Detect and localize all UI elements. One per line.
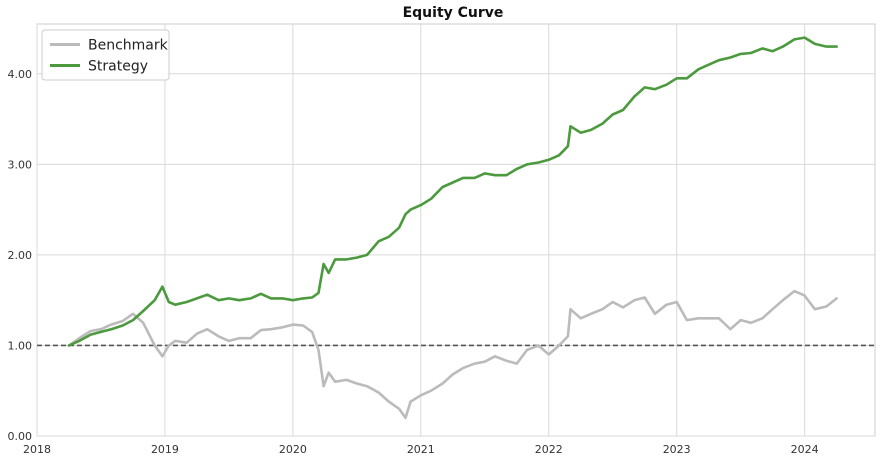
y-tick-layer: 0.00 1.00 2.00 3.00 4.00: [8, 68, 33, 443]
x-tick-label: 2019: [151, 443, 179, 456]
x-tick-layer: 2018 2019 2020 2021 2022 2023 2024: [23, 443, 819, 456]
y-tick-label: 3.00: [8, 158, 33, 171]
chart-title: Equity Curve: [403, 5, 504, 21]
legend-label-benchmark: Benchmark: [88, 38, 169, 54]
x-tick-label: 2021: [407, 443, 435, 456]
series-line-benchmark: [67, 289, 838, 420]
x-tick-label: 2024: [791, 443, 819, 456]
x-tick-label: 2018: [23, 443, 51, 456]
series-layer: [67, 36, 838, 420]
plot-frame: [36, 23, 876, 437]
legend: Benchmark Strategy: [41, 29, 170, 81]
x-tick-label: 2023: [663, 443, 691, 456]
y-tick-label: 4.00: [8, 68, 33, 81]
y-tick-label: 0.00: [8, 430, 33, 443]
plot-area: [36, 23, 876, 437]
series-line-strategy: [67, 36, 838, 347]
x-tick-label: 2020: [279, 443, 307, 456]
x-tick-label: 2022: [535, 443, 563, 456]
legend-box: [41, 29, 170, 81]
legend-label-strategy: Strategy: [88, 59, 148, 75]
y-tick-label: 2.00: [8, 249, 33, 262]
y-tick-label: 1.00: [8, 339, 33, 352]
